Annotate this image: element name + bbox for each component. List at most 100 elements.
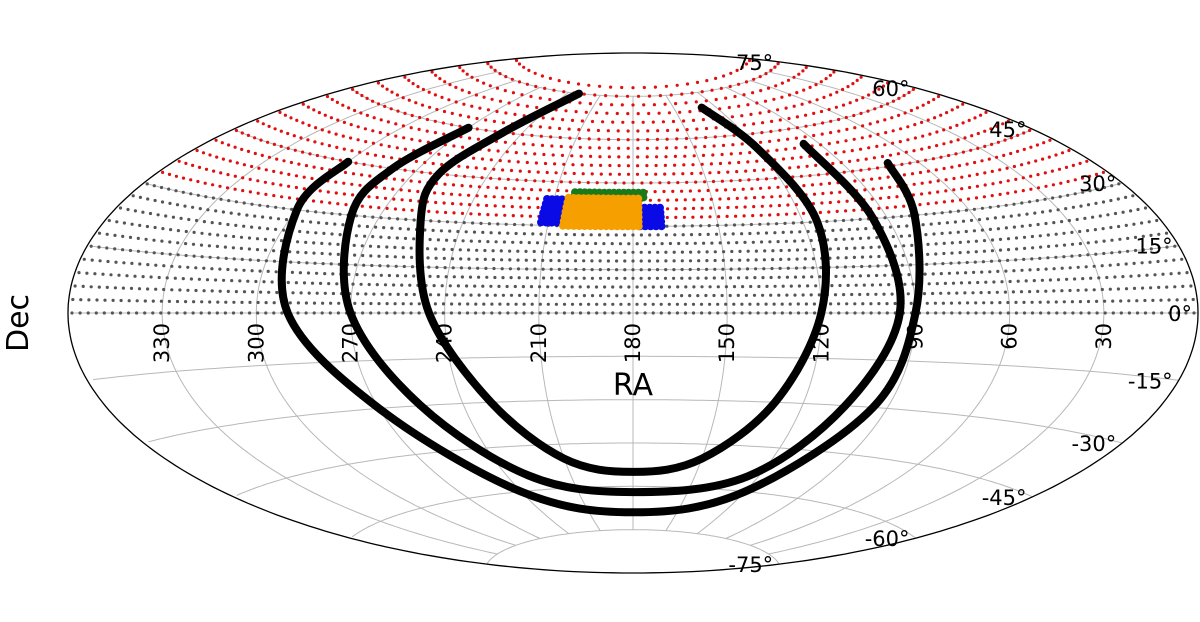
grey-point bbox=[838, 283, 842, 288]
grey-point bbox=[383, 283, 388, 287]
grey-point bbox=[705, 267, 709, 271]
grey-point bbox=[1152, 311, 1156, 315]
grey-point bbox=[728, 293, 732, 298]
red-point bbox=[1003, 138, 1007, 142]
grey-point bbox=[401, 311, 405, 315]
red-point bbox=[514, 58, 519, 63]
red-point bbox=[320, 142, 324, 146]
grey-point bbox=[768, 240, 772, 244]
red-point bbox=[310, 176, 314, 181]
grey-point bbox=[778, 266, 782, 270]
grey-point bbox=[482, 302, 486, 306]
red-point bbox=[273, 127, 277, 131]
red-point bbox=[704, 99, 708, 103]
grey-point bbox=[663, 276, 668, 280]
grey-point bbox=[462, 221, 466, 225]
grey-point bbox=[161, 227, 165, 231]
red-point bbox=[885, 206, 889, 210]
red-point bbox=[785, 185, 789, 189]
grey-point bbox=[706, 232, 710, 236]
grey-point bbox=[160, 239, 164, 243]
red-point bbox=[735, 68, 739, 72]
grey-point bbox=[453, 238, 457, 243]
red-point bbox=[371, 141, 375, 145]
grey-point bbox=[255, 248, 260, 252]
grey-point bbox=[404, 274, 408, 278]
grey-point bbox=[369, 301, 373, 306]
grey-point bbox=[980, 206, 985, 210]
grey-point bbox=[1016, 279, 1020, 283]
grey-point bbox=[1098, 214, 1102, 218]
red-point bbox=[828, 73, 833, 77]
grey-point bbox=[106, 259, 110, 264]
grey-point bbox=[526, 293, 530, 297]
grey-point bbox=[522, 302, 526, 306]
grey-point bbox=[477, 293, 481, 297]
red-point bbox=[344, 203, 348, 207]
red-point bbox=[302, 187, 306, 191]
ra-tick-label: 210 bbox=[527, 323, 551, 363]
red-point bbox=[810, 183, 815, 187]
red-point bbox=[451, 202, 455, 206]
grey-point bbox=[582, 267, 586, 272]
red-point bbox=[973, 160, 977, 165]
grey-point bbox=[330, 232, 334, 236]
grey-point bbox=[325, 221, 329, 225]
grey-point bbox=[732, 302, 736, 306]
grey-point bbox=[685, 241, 689, 245]
red-point bbox=[389, 107, 393, 111]
grey-point bbox=[564, 232, 568, 237]
red-point bbox=[649, 181, 653, 185]
grey-point bbox=[708, 311, 712, 315]
red-point bbox=[327, 130, 331, 134]
red-point bbox=[235, 161, 239, 165]
grey-point bbox=[347, 272, 351, 276]
red-point bbox=[797, 72, 801, 76]
red-point bbox=[1016, 133, 1020, 137]
red-point bbox=[437, 152, 441, 156]
grey-point bbox=[445, 238, 449, 242]
grey-point bbox=[146, 263, 150, 267]
grey-point bbox=[639, 259, 643, 263]
red-point bbox=[318, 189, 322, 193]
grey-point bbox=[614, 250, 619, 254]
grey-point bbox=[1097, 276, 1101, 280]
red-point bbox=[824, 77, 828, 81]
grey-point bbox=[611, 302, 615, 306]
grey-point bbox=[144, 250, 148, 254]
red-point bbox=[825, 152, 829, 156]
grey-point bbox=[542, 293, 546, 298]
red-point bbox=[935, 144, 939, 148]
grey-point bbox=[1126, 249, 1130, 253]
grey-point bbox=[769, 293, 773, 297]
red-point bbox=[908, 161, 912, 165]
grey-point bbox=[363, 273, 367, 277]
grey-point bbox=[921, 223, 925, 227]
grey-point bbox=[369, 254, 373, 258]
grey-point bbox=[187, 217, 191, 222]
grey-point bbox=[1047, 311, 1051, 315]
grey-point bbox=[1137, 274, 1141, 278]
red-point bbox=[341, 134, 345, 138]
red-point bbox=[588, 102, 593, 106]
red-point bbox=[279, 129, 283, 133]
red-point bbox=[1057, 167, 1062, 171]
grey-point bbox=[239, 246, 243, 250]
red-point bbox=[841, 87, 845, 92]
grey-point bbox=[996, 269, 1000, 273]
red-point bbox=[663, 163, 668, 167]
grey-point bbox=[392, 283, 396, 287]
red-point bbox=[864, 157, 868, 161]
grey-point bbox=[1064, 207, 1068, 211]
grey-point bbox=[390, 226, 394, 230]
red-point bbox=[697, 189, 701, 193]
grey-point bbox=[683, 311, 688, 315]
red-point bbox=[749, 112, 753, 116]
grey-point bbox=[1038, 300, 1042, 304]
grey-point bbox=[1117, 224, 1121, 229]
red-point bbox=[457, 164, 461, 168]
red-point bbox=[859, 147, 863, 151]
grey-point bbox=[353, 263, 358, 267]
red-point bbox=[311, 199, 316, 203]
grey-point bbox=[379, 273, 383, 277]
